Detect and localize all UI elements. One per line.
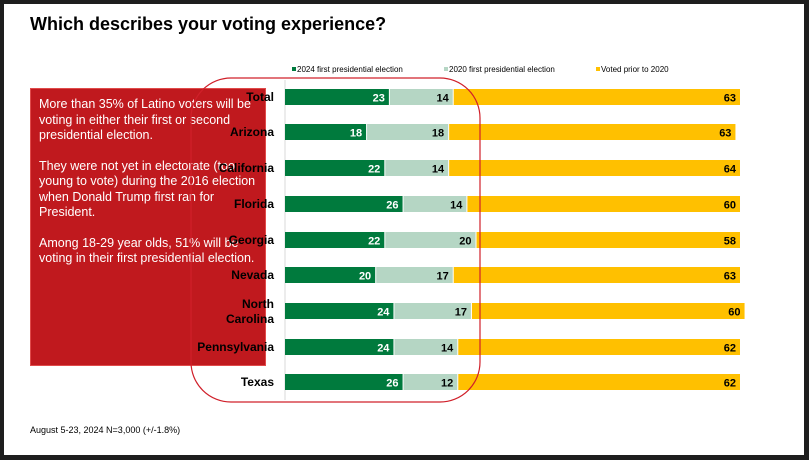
footer-note: August 5-23, 2024 N=3,000 (+/-1.8%) [30, 425, 181, 435]
data-label: 22 [368, 164, 380, 176]
data-label: 60 [728, 307, 740, 319]
category-label: Georgia [229, 233, 275, 247]
bar-segment [476, 232, 740, 248]
data-label: 12 [441, 378, 453, 390]
bar-segment [458, 339, 740, 355]
data-label: 17 [455, 307, 467, 319]
legend-swatch [596, 67, 600, 71]
data-label: 63 [719, 128, 731, 140]
category-label: North [242, 297, 274, 311]
callout-paragraph: More than 35% of Latino voters will be v… [39, 97, 251, 142]
data-label: 26 [386, 378, 398, 390]
bar-segment [453, 267, 740, 283]
data-label: 58 [724, 236, 736, 248]
data-label: 14 [450, 200, 463, 212]
bar-segment [285, 303, 394, 319]
bar-segment [285, 196, 403, 212]
bar-segment [285, 89, 389, 105]
data-label: 63 [724, 271, 736, 283]
data-label: 14 [432, 164, 445, 176]
bar-segment [285, 267, 376, 283]
bar-segment [403, 196, 467, 212]
data-label: 18 [350, 128, 362, 140]
data-label: 22 [368, 236, 380, 248]
bar-segment [394, 339, 458, 355]
data-label: 14 [441, 343, 454, 355]
bar-segment [376, 267, 453, 283]
data-label: 24 [377, 307, 390, 319]
bar-segment [449, 124, 736, 140]
bar-segment [403, 374, 458, 390]
bar-segment [471, 303, 745, 319]
data-label: 23 [373, 93, 385, 105]
bar-segment [285, 339, 394, 355]
bar-segment [285, 124, 367, 140]
data-label: 62 [724, 343, 736, 355]
category-label: Total [246, 90, 274, 104]
data-label: 60 [724, 200, 736, 212]
category-label: Carolina [226, 312, 274, 326]
data-label: 18 [432, 128, 444, 140]
callout-paragraph: Among 18-29 year olds, 51% will be votin… [39, 235, 255, 266]
bar-segment [385, 232, 476, 248]
bar-segment [285, 160, 385, 176]
data-label: 24 [377, 343, 390, 355]
data-label: 64 [724, 164, 737, 176]
bar-segment [385, 160, 449, 176]
bar-segment [453, 89, 740, 105]
bar-segment [367, 124, 449, 140]
category-label: Arizona [230, 125, 274, 139]
bar-segment [389, 89, 453, 105]
data-label: 26 [386, 200, 398, 212]
chart-title: Which describes your voting experience? [30, 14, 387, 34]
callout-paragraph: They were not yet in electorate (too you… [39, 158, 256, 220]
data-label: 20 [359, 271, 371, 283]
category-label: Pennsylvania [197, 340, 274, 354]
bar-segment [285, 374, 403, 390]
bar-segment [458, 374, 740, 390]
category-label: Texas [241, 375, 274, 389]
legend-swatch [292, 67, 296, 71]
data-label: 14 [436, 93, 449, 105]
callout-box: More than 35% of Latino voters will be v… [30, 88, 266, 366]
data-label: 20 [459, 236, 471, 248]
bar-segment [449, 160, 740, 176]
category-label: Florida [234, 197, 274, 211]
legend-label: 2024 first presidential election [297, 65, 403, 74]
data-label: 17 [436, 271, 448, 283]
legend-label: 2020 first presidential election [449, 65, 555, 74]
data-label: 62 [724, 378, 736, 390]
bar-segment [285, 232, 385, 248]
bar-segment [467, 196, 740, 212]
legend-swatch [444, 67, 448, 71]
legend-label: Voted prior to 2020 [601, 65, 669, 74]
category-label: California [219, 161, 275, 175]
bar-segment [394, 303, 471, 319]
highlight-outline [190, 77, 481, 403]
category-label: Nevada [231, 268, 274, 282]
data-label: 63 [724, 93, 736, 105]
